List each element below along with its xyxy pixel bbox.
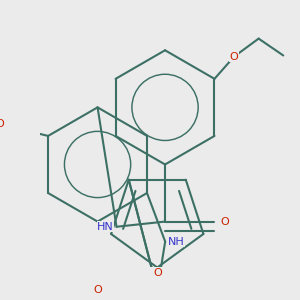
Text: HN: HN <box>97 222 114 232</box>
Text: NH: NH <box>168 237 184 247</box>
Text: O: O <box>94 285 102 295</box>
Text: O: O <box>230 52 238 62</box>
Text: O: O <box>153 268 162 278</box>
Text: O: O <box>220 217 229 226</box>
Text: O: O <box>0 119 4 129</box>
